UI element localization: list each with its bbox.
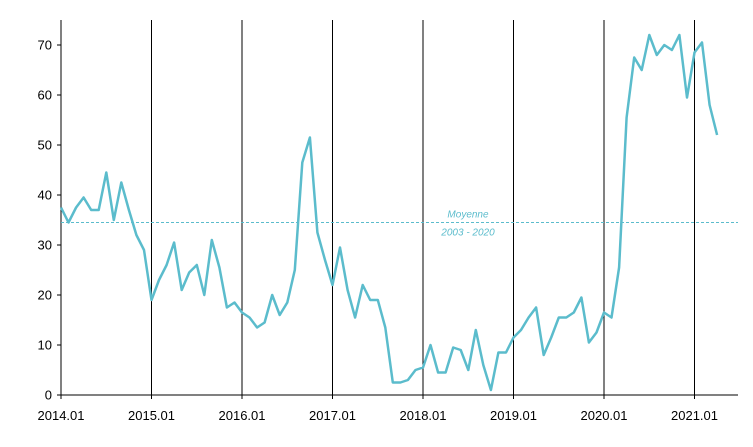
x-tick-label: 2020.01 [581, 408, 628, 423]
x-ticks: 2014.01 2015.01 2016.01 2017.01 2018.01 2019.… [38, 395, 718, 423]
y-tick-label: 30 [38, 238, 52, 253]
x-tick-label: 2018.01 [400, 408, 447, 423]
y-tick-label: 60 [38, 88, 52, 103]
y-tick-label: 40 [38, 188, 52, 203]
x-tick-label: 2015.01 [128, 408, 175, 423]
series-group [59, 33, 719, 392]
y-ticks: 0 10 20 30 40 50 60 70 [38, 38, 61, 403]
reference-label-line2: 2003 - 2020 [440, 228, 495, 239]
y-tick-label: 10 [38, 338, 52, 353]
y-tick-label: 0 [45, 388, 52, 403]
x-tick-label: 2019.01 [490, 408, 537, 423]
series-line [59, 33, 719, 392]
vertical-gridlines [151, 20, 695, 395]
x-tick-label: 2016.01 [219, 408, 266, 423]
x-tick-label: 2021.01 [671, 408, 718, 423]
reference-label-line1: Moyenne [447, 210, 489, 221]
axes [60, 20, 738, 396]
y-tick-label: 20 [38, 288, 52, 303]
x-tick-label: 2017.01 [309, 408, 356, 423]
y-tick-label: 70 [38, 38, 52, 53]
x-tick-label: 2014.01 [38, 408, 85, 423]
y-tick-label: 50 [38, 138, 52, 153]
